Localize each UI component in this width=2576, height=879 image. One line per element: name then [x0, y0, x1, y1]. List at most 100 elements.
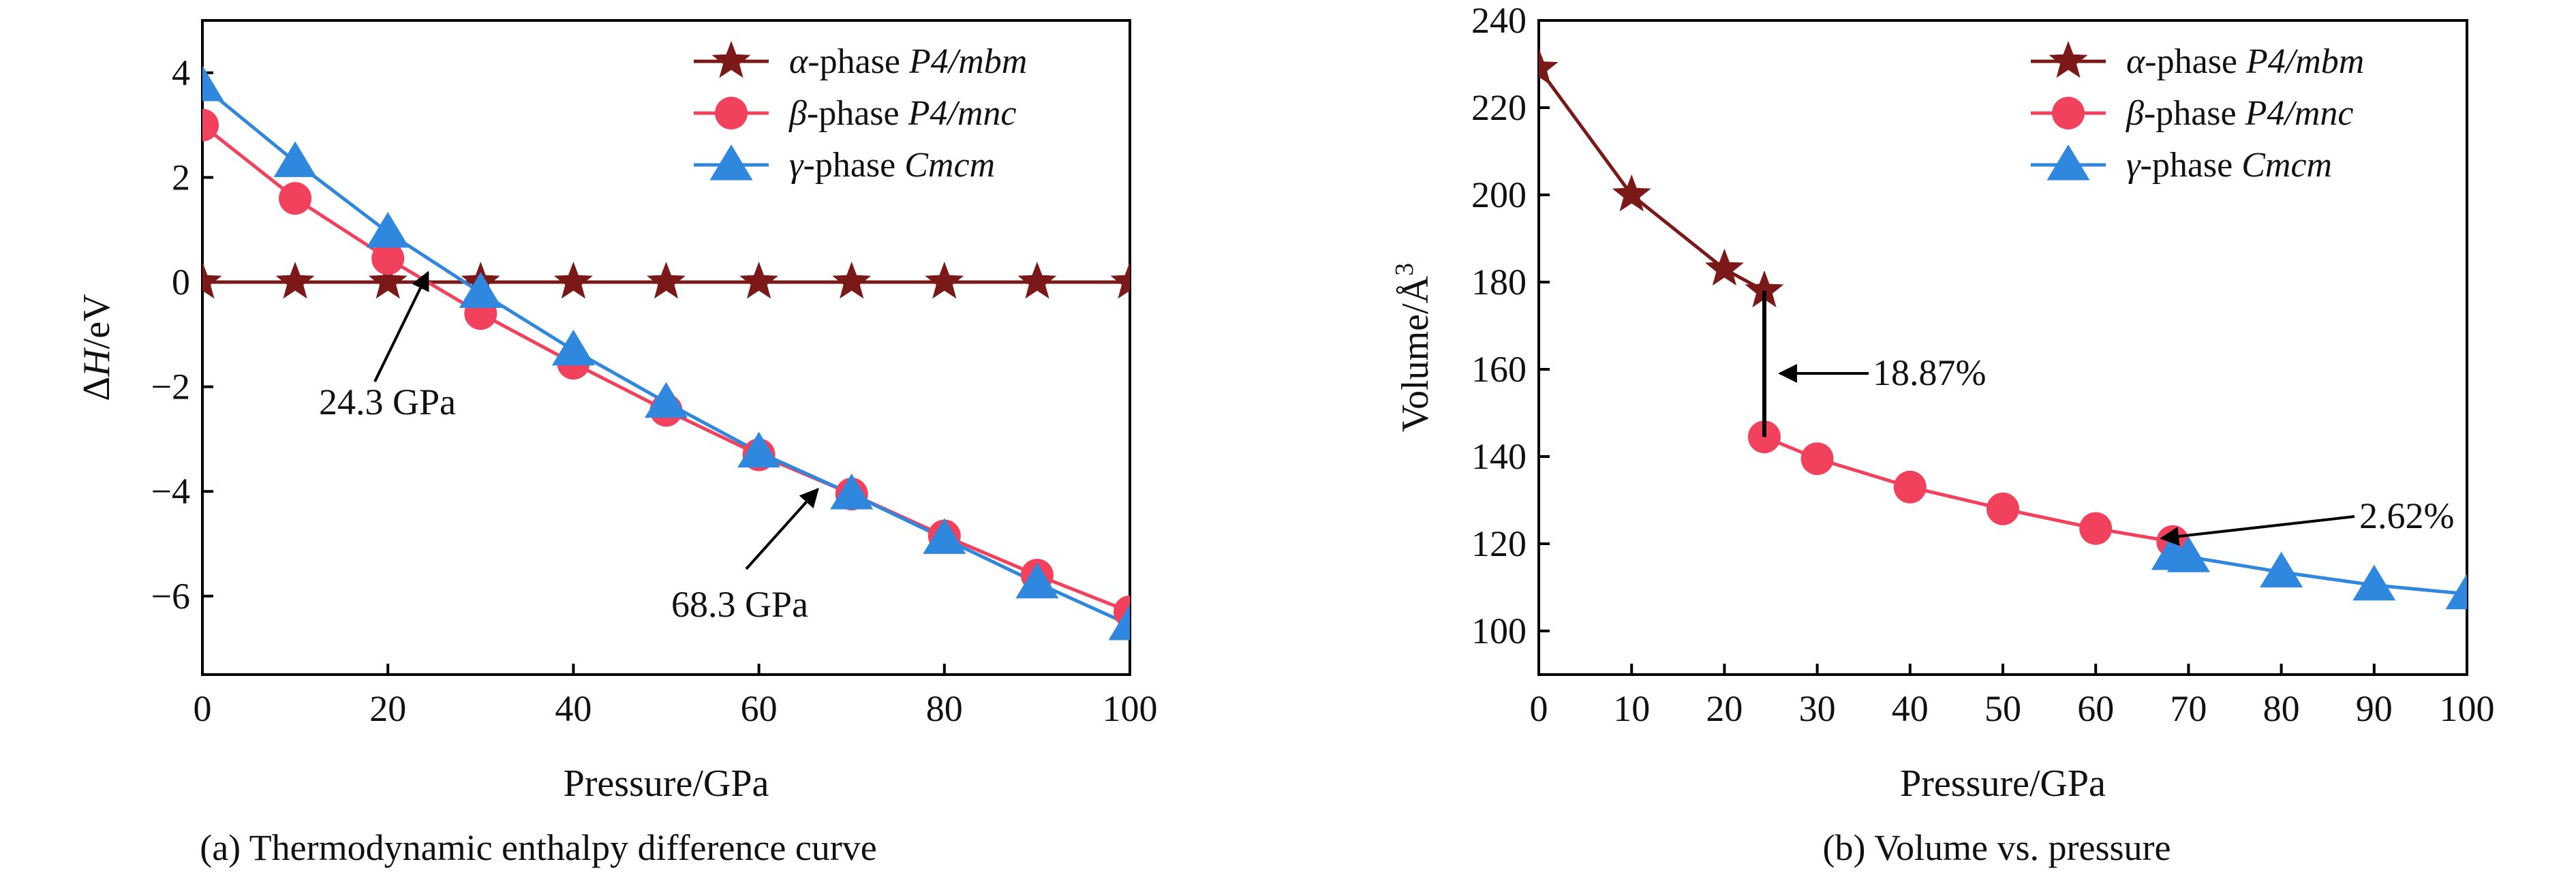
y-axis-title-unit: /eV	[76, 294, 118, 349]
legend-greek: β	[2126, 94, 2144, 133]
data-point	[1539, 48, 1559, 85]
legend-rest: -phase	[808, 42, 909, 81]
y-axis-title: ΔH/eV	[76, 294, 118, 401]
legend-group: P4/mbm	[2245, 42, 2364, 81]
legend-group: Cmcm	[2241, 146, 2332, 185]
data-point	[2352, 564, 2396, 601]
legend-marker	[709, 144, 753, 181]
data-point	[2445, 573, 2467, 610]
legend-entry: β-phase P4/mnc	[788, 94, 1016, 133]
y-tick-label: 200	[1471, 174, 1527, 215]
x-tick-label: 70	[2170, 688, 2207, 729]
series-group	[202, 65, 1130, 641]
legend-group: P4/mnc	[2245, 94, 2354, 133]
y-axis-title-var: H	[76, 348, 118, 377]
y-tick-label: 240	[1471, 0, 1527, 41]
legend-entry: α-phase P4/mbm	[2126, 42, 2364, 81]
legend-marker	[715, 97, 748, 129]
data-point	[2166, 536, 2210, 572]
plot-frame	[201, 19, 1131, 676]
annotation-label: 68.3 GPa	[671, 584, 808, 625]
data-point	[1800, 442, 1834, 476]
data-point	[551, 329, 595, 366]
y-tick-label: −2	[151, 367, 190, 407]
data-point	[553, 262, 593, 299]
data-point	[1108, 604, 1130, 641]
y-tick-label: 220	[1471, 87, 1527, 128]
x-axis-title: Pressure/GPa	[564, 762, 769, 805]
chart-volume: 0 10 20 30 40 50 60 70 80 90 100 100 120 140 160 180 200…	[1390, 0, 2495, 868]
y-axis-title-sup: 3	[1390, 263, 1419, 276]
x-axis-title: Pressure/GPa	[1900, 762, 2106, 805]
series-line-p4mbm	[1539, 67, 1766, 292]
data-point	[1704, 248, 1744, 286]
data-point	[371, 242, 405, 275]
data-point	[832, 262, 872, 299]
legend-group: P4/mnc	[908, 94, 1017, 133]
y-tick-label: 4	[172, 52, 190, 93]
x-tick-label: 0	[194, 688, 212, 729]
data-point	[737, 431, 781, 468]
legend-rest: -phase	[2144, 94, 2245, 133]
y-tick-label: 140	[1471, 436, 1527, 477]
data-point	[1015, 562, 1059, 599]
legend-greek: β	[788, 94, 807, 133]
y-tick-label: 100	[1471, 611, 1527, 651]
legend-marker	[2052, 97, 2085, 129]
x-tick-label: 20	[369, 688, 406, 729]
chart-caption: (a) Thermodynamic enthalpy difference cu…	[200, 827, 877, 868]
data-point	[202, 65, 224, 102]
data-point	[1745, 270, 1784, 308]
y-tick-label: 160	[1471, 349, 1527, 390]
data-point	[647, 262, 686, 299]
legend-greek: γ	[2126, 146, 2141, 185]
y-tick-label: 2	[172, 157, 190, 198]
x-tick-label: 50	[1984, 688, 2021, 729]
y-axis-title-main: Volume/Å	[1394, 275, 1437, 432]
annotation-arrow	[2160, 515, 2355, 546]
data-point	[645, 382, 688, 418]
data-point	[202, 108, 219, 142]
x-tick-label: 40	[555, 688, 592, 729]
data-point	[368, 262, 408, 299]
legend-rest: -phase	[2141, 146, 2242, 185]
data-point	[202, 262, 222, 299]
data-point	[1987, 492, 2019, 525]
legend-greek: γ	[789, 146, 804, 185]
legend-marker	[2049, 41, 2088, 78]
y-tick-label: −6	[151, 576, 190, 617]
legend-group: Cmcm	[904, 146, 995, 185]
legend-entry: β-phase P4/mnc	[2126, 94, 2353, 133]
data-point	[1612, 174, 1651, 212]
annotation-arrow	[745, 487, 819, 570]
annotation-arrow	[373, 271, 429, 382]
legend-marker	[2046, 144, 2090, 181]
x-tick-label: 60	[2077, 688, 2114, 729]
x-tick-label: 0	[1530, 688, 1548, 729]
chart-enthalpy: 0 20 40 60 80 100420−2−4−6Pressure/GPaΔH/eV(a…	[76, 19, 1158, 868]
data-point	[925, 262, 964, 299]
legend-group: P4/mbm	[908, 42, 1027, 81]
legend-rest: -phase	[807, 94, 908, 133]
legend-entry: α-phase P4/mbm	[789, 42, 1027, 81]
legend-entry: γ-phase Cmcm	[789, 146, 995, 185]
y-tick-label: 120	[1471, 523, 1527, 564]
y-axis-title-main: Δ	[76, 377, 118, 401]
data-point	[830, 474, 874, 510]
legend-greek: α	[789, 42, 809, 81]
data-point	[273, 141, 317, 177]
x-tick-label: 30	[1799, 688, 1836, 729]
data-point	[366, 212, 410, 248]
x-tick-label: 90	[2356, 688, 2393, 729]
x-tick-label: 20	[1706, 688, 1743, 729]
y-axis-title: Volume/Å3	[1390, 263, 1437, 432]
x-tick-label: 80	[926, 688, 963, 729]
legend-rest: -phase	[2145, 42, 2246, 81]
x-tick-label: 100	[2440, 688, 2495, 729]
legend-greek: α	[2126, 42, 2146, 81]
legend-marker	[711, 41, 751, 78]
y-tick-label: −4	[151, 471, 190, 512]
data-point	[279, 182, 312, 215]
data-point	[1017, 262, 1057, 299]
